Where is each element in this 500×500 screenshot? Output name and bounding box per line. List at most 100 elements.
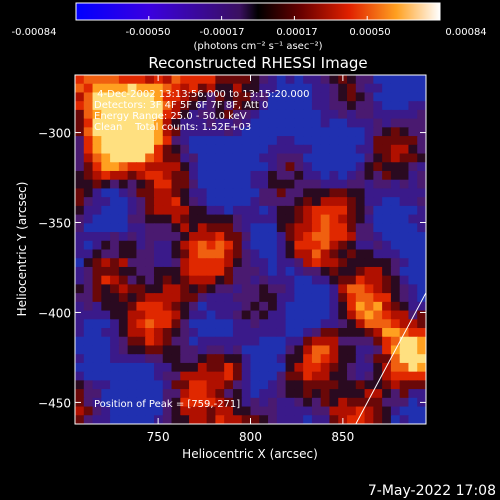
heatmap-cell xyxy=(197,75,208,85)
heatmap-cell xyxy=(338,293,348,303)
heatmap-cell xyxy=(338,153,348,163)
heatmap-cell xyxy=(101,83,111,94)
heatmap-cell xyxy=(250,258,260,268)
heatmap-cell xyxy=(373,240,383,251)
heatmap-cell xyxy=(171,75,181,85)
heatmap-cell xyxy=(390,258,401,268)
heatmap-cell xyxy=(390,170,401,181)
heatmap-cell xyxy=(311,214,322,224)
heatmap-cell xyxy=(417,205,426,216)
heatmap-cell xyxy=(311,406,322,416)
heatmap-cell xyxy=(382,232,392,242)
heatmap-cell xyxy=(110,380,120,390)
heatmap-cell xyxy=(382,162,392,172)
heatmap-cell xyxy=(127,188,138,198)
heatmap-cell xyxy=(268,249,278,259)
heatmap-cell xyxy=(268,232,278,242)
heatmap-cell xyxy=(276,354,287,364)
heatmap-cell xyxy=(118,319,129,329)
heatmap-cell xyxy=(136,118,146,128)
heatmap-cell xyxy=(417,406,426,416)
heatmap-cell xyxy=(171,380,181,390)
heatmap-cell xyxy=(408,136,418,146)
heatmap-cell xyxy=(215,101,225,111)
heatmap-cell xyxy=(355,136,366,146)
heatmap-cell xyxy=(197,153,208,163)
heatmap-cell xyxy=(373,162,383,172)
heatmap-cell xyxy=(153,328,164,338)
heatmap-cell xyxy=(101,188,111,198)
heatmap-cell xyxy=(347,319,357,329)
heatmap-cell xyxy=(162,109,173,120)
heatmap-cell xyxy=(320,266,331,277)
heatmap-cell xyxy=(83,136,94,146)
heatmap-cell xyxy=(250,118,260,128)
heatmap-cell xyxy=(127,232,138,242)
heatmap-cell xyxy=(153,266,164,277)
heatmap-cell xyxy=(83,188,94,198)
heatmap-cell xyxy=(232,406,243,416)
heatmap-cell xyxy=(101,197,111,207)
heatmap-cell xyxy=(224,266,234,277)
heatmap-cell xyxy=(373,118,383,128)
heatmap-cell xyxy=(250,266,260,277)
colorbar-tick-label: -0.00084 xyxy=(12,27,57,38)
heatmap-cell xyxy=(399,406,410,416)
heatmap-cell xyxy=(390,188,401,198)
heatmap-cell xyxy=(118,336,129,347)
heatmap-cell xyxy=(408,389,418,399)
heatmap-cell xyxy=(171,162,181,172)
heatmap-cell xyxy=(215,109,225,120)
heatmap-cell xyxy=(241,127,252,137)
heatmap-cell xyxy=(232,197,243,207)
heatmap-cell xyxy=(250,232,260,242)
heatmap-cell xyxy=(83,83,94,94)
heatmap-cell xyxy=(250,144,260,155)
heatmap-cell xyxy=(241,188,252,198)
heatmap-cell xyxy=(250,345,260,355)
heatmap-cell xyxy=(294,101,304,111)
heatmap-cell xyxy=(83,179,94,190)
heatmap-cell xyxy=(224,153,234,163)
heatmap-cell xyxy=(250,310,260,320)
heatmap-cell xyxy=(338,232,348,242)
heatmap-cell xyxy=(285,92,295,102)
heatmap-cell xyxy=(347,92,357,102)
heatmap-cell xyxy=(162,293,173,303)
heatmap-cell xyxy=(180,406,190,416)
heatmap-cell xyxy=(311,336,322,347)
heatmap-cell xyxy=(382,415,392,424)
heatmap-cell xyxy=(250,170,260,181)
heatmap-cell xyxy=(347,345,357,355)
heatmap-cell xyxy=(373,92,383,102)
heatmap-cell xyxy=(127,328,138,338)
heatmap-cell xyxy=(189,275,199,285)
heatmap-cell xyxy=(75,275,85,285)
heatmap-cell xyxy=(145,380,155,390)
heatmap-cell xyxy=(294,258,304,268)
heatmap-cell xyxy=(101,284,111,294)
heatmap-cell xyxy=(206,275,217,285)
heatmap-cell xyxy=(417,275,426,285)
heatmap-cell xyxy=(110,223,120,233)
heatmap-cell xyxy=(92,293,102,303)
heatmap-cell xyxy=(206,162,217,172)
heatmap-cell xyxy=(153,223,164,233)
heatmap-cell xyxy=(355,354,366,364)
heatmap-cell xyxy=(153,153,164,163)
heatmap-cell xyxy=(206,127,217,137)
heatmap-cell xyxy=(92,389,102,399)
heatmap-cell xyxy=(189,284,199,294)
heatmap-cell xyxy=(373,354,383,364)
heatmap-cell xyxy=(232,319,243,329)
heatmap-cell xyxy=(390,362,401,373)
heatmap-cell xyxy=(408,240,418,251)
heatmap-cell xyxy=(224,371,234,381)
heatmap-cell xyxy=(303,266,313,277)
heatmap-cell xyxy=(127,205,138,216)
heatmap-cell xyxy=(189,179,199,190)
heatmap-cell xyxy=(355,310,366,320)
heatmap-cell xyxy=(303,328,313,338)
heatmap-cell xyxy=(171,266,181,277)
heatmap-cell xyxy=(303,240,313,251)
